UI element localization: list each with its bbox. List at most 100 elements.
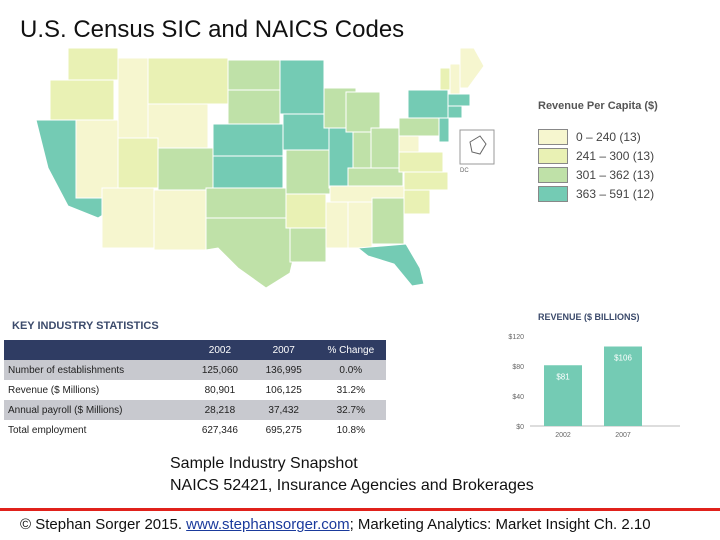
state-al (347, 201, 373, 249)
key-stats-title: KEY INDUSTRY STATISTICS (12, 320, 159, 332)
revenue-bar-chart: REVENUE ($ BILLIONS) $120 $80 $40 $0 $81 200… (508, 312, 680, 439)
legend-item: 363 – 591 (12) (538, 185, 688, 203)
state-mo (285, 149, 331, 195)
legend-item: 301 – 362 (13) (538, 166, 688, 184)
bar-data-label: $81 (556, 372, 570, 381)
state-wv (398, 135, 420, 153)
table-header-row: 2002 2007 % Change (4, 340, 386, 360)
x-tick-label: 2002 (555, 432, 571, 439)
state-me (459, 48, 485, 89)
state-id (117, 57, 149, 139)
legend-swatch (538, 129, 568, 145)
legend-item: 241 – 300 (13) (538, 147, 688, 165)
key-stats-table: 2002 2007 % Change Number of establishme… (4, 340, 386, 440)
state-ma (447, 93, 471, 107)
state-ms (325, 201, 349, 249)
table-cell: Number of establishments (4, 360, 188, 380)
table-row: Revenue ($ Millions) 80,901 106,125 31.2… (4, 380, 386, 400)
y-tick-label: $40 (512, 394, 524, 401)
state-ut (117, 137, 159, 189)
table-cell: 28,218 (188, 400, 252, 420)
table-cell: 695,275 (251, 420, 316, 440)
table-cell: Total employment (4, 420, 188, 440)
state-nh (449, 63, 461, 95)
table-row: Total employment 627,346 695,275 10.8% (4, 420, 386, 440)
footer-divider (0, 508, 720, 511)
state-az (101, 187, 155, 249)
state-ar (285, 193, 327, 229)
chart-axis: $120 $80 $40 $0 (508, 334, 680, 431)
legend-swatch (538, 148, 568, 164)
key-stats-panel: KEY INDUSTRY STATISTICS 2002 2007 % Chan… (4, 320, 386, 440)
table-cell: 0.0% (315, 360, 386, 380)
x-tick-label: 2007 (615, 432, 631, 439)
state-ks (212, 155, 284, 189)
table-cell: 31.2% (315, 380, 386, 400)
table-cell: 125,060 (188, 360, 252, 380)
state-ga (371, 197, 405, 245)
dc-inset-box (459, 129, 495, 165)
dc-label: DC (460, 168, 469, 174)
table-header (4, 340, 188, 360)
state-nv (75, 119, 119, 199)
state-mi (345, 91, 381, 133)
caption-line-2: NAICS 52421, Insurance Agencies and Brok… (170, 477, 534, 494)
state-ne (212, 123, 284, 157)
table-cell: 136,995 (251, 360, 316, 380)
state-va (398, 151, 444, 173)
table-cell: 37,432 (251, 400, 316, 420)
state-pa (398, 117, 440, 137)
footer: © Stephan Sorger 2015. www.stephansorger… (20, 516, 651, 533)
state-ct (447, 105, 463, 119)
table-cell: Revenue ($ Millions) (4, 380, 188, 400)
legend-label: 0 – 240 (13) (576, 130, 641, 144)
state-ia (282, 113, 330, 151)
state-wa (67, 48, 119, 81)
state-wy (147, 103, 209, 149)
state-fl (356, 243, 425, 287)
chart-title: REVENUE ($ BILLIONS) (538, 312, 640, 322)
y-tick-label: $0 (516, 424, 524, 431)
us-map: DC (35, 48, 495, 288)
state-nc (403, 171, 449, 191)
state-nj (438, 117, 450, 143)
y-tick-label: $80 (512, 364, 524, 371)
dc-inset-shape (469, 135, 487, 155)
legend-item: 0 – 240 (13) (538, 128, 688, 146)
state-or (49, 79, 115, 121)
state-nm (153, 189, 207, 251)
legend-swatch (538, 167, 568, 183)
legend-label: 241 – 300 (13) (576, 149, 655, 163)
table-cell: 32.7% (315, 400, 386, 420)
table-cell: 80,901 (188, 380, 252, 400)
state-oh (370, 127, 400, 169)
state-ky (347, 167, 404, 187)
table-cell: 106,125 (251, 380, 316, 400)
footer-suffix: ; Marketing Analytics: Market Insight Ch… (349, 516, 651, 533)
state-sc (403, 189, 431, 215)
legend-title: Revenue Per Capita ($) (538, 100, 658, 112)
state-la (289, 227, 327, 263)
footer-link[interactable]: www.stephansorger.com (186, 516, 350, 533)
y-tick-label: $120 (508, 334, 524, 341)
table-cell: 627,346 (188, 420, 252, 440)
caption-line-1: Sample Industry Snapshot (170, 455, 358, 472)
revenue-bar (604, 346, 642, 426)
revenue-bar (544, 365, 582, 426)
map-legend: Revenue Per Capita ($) 0 – 240 (13) 241 … (538, 100, 688, 204)
table-header: % Change (315, 340, 386, 360)
snapshot-caption: Sample Industry Snapshot NAICS 52421, In… (170, 453, 534, 497)
table-cell: Annual payroll ($ Millions) (4, 400, 188, 420)
table-cell: 10.8% (315, 420, 386, 440)
table-row: Number of establishments 125,060 136,995… (4, 360, 386, 380)
table-header: 2002 (188, 340, 252, 360)
bar-data-label: $106 (614, 354, 632, 363)
table-header: 2007 (251, 340, 316, 360)
footer-prefix: © Stephan Sorger 2015. (20, 516, 187, 533)
state-co (157, 147, 214, 191)
state-tx (205, 217, 299, 288)
state-nd (227, 59, 281, 91)
state-sd (227, 89, 281, 125)
legend-label: 301 – 362 (13) (576, 168, 655, 182)
table-row: Annual payroll ($ Millions) 28,218 37,43… (4, 400, 386, 420)
